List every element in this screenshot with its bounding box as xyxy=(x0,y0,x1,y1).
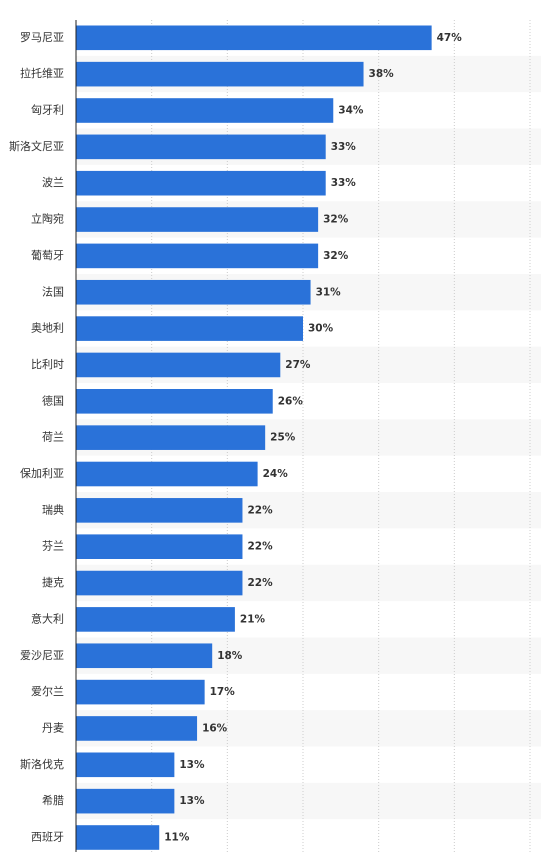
category-label: 德国 xyxy=(42,393,64,407)
data-label: 38% xyxy=(369,68,395,80)
category-label: 爱尔兰 xyxy=(31,685,64,698)
category-label: 法国 xyxy=(42,284,64,298)
data-label: 22% xyxy=(247,577,273,589)
bar xyxy=(76,643,213,669)
category-label: 葡萄牙 xyxy=(31,249,64,262)
data-label: 18% xyxy=(217,650,243,662)
data-label: 17% xyxy=(210,686,236,698)
category-label: 斯洛文尼亚 xyxy=(9,139,64,153)
bar xyxy=(76,679,205,705)
bar xyxy=(76,352,281,378)
bar xyxy=(76,25,432,51)
data-label: 27% xyxy=(285,359,311,371)
category-label: 丹麦 xyxy=(42,721,64,734)
bar xyxy=(76,316,303,341)
category-label: 罗马尼亚 xyxy=(20,31,64,44)
data-label: 33% xyxy=(331,177,357,189)
category-label: 捷克 xyxy=(42,575,64,589)
bar xyxy=(76,389,273,414)
category-label: 瑞典 xyxy=(42,502,64,516)
data-label: 11% xyxy=(164,832,190,844)
category-label: 西班牙 xyxy=(31,831,64,844)
bar xyxy=(76,716,198,741)
category-label: 芬兰 xyxy=(42,540,64,553)
bar xyxy=(76,134,326,160)
bar xyxy=(76,570,243,596)
category-label: 爱沙尼亚 xyxy=(20,649,64,662)
bar xyxy=(76,607,235,632)
bar xyxy=(76,279,311,305)
bar xyxy=(76,207,319,232)
category-label: 立陶宛 xyxy=(31,212,64,226)
data-label: 34% xyxy=(338,105,364,117)
data-label: 26% xyxy=(278,395,304,407)
bar xyxy=(76,425,266,450)
data-label: 31% xyxy=(316,286,342,298)
data-label: 13% xyxy=(179,795,205,807)
data-label: 30% xyxy=(308,323,334,335)
category-label: 波兰 xyxy=(42,176,64,189)
data-label: 24% xyxy=(263,468,289,480)
data-label: 47% xyxy=(437,32,463,44)
bar xyxy=(76,534,243,559)
bar xyxy=(76,788,175,814)
data-label: 25% xyxy=(270,432,296,444)
data-label: 16% xyxy=(202,722,228,734)
category-labels: 罗马尼亚拉托维亚匈牙利斯洛文尼亚波兰立陶宛葡萄牙法国奥地利比利时德国荷兰保加利亚… xyxy=(9,31,64,844)
bar xyxy=(76,170,326,196)
category-label: 意大利 xyxy=(31,611,64,625)
value-labels: 47% 38% 34% 33% 33% 32% 32% 31% 30% 27% 26% 25% 24% 2… xyxy=(164,32,462,844)
category-label: 拉托维亚 xyxy=(20,66,64,80)
bar xyxy=(76,243,319,269)
bars xyxy=(76,25,432,850)
data-label: 21% xyxy=(240,613,266,625)
bar xyxy=(76,461,258,487)
data-label: 13% xyxy=(179,759,205,771)
category-label: 匈牙利 xyxy=(31,103,64,117)
category-label: 比利时 xyxy=(31,358,64,371)
category-label: 希腊 xyxy=(42,793,64,807)
bar xyxy=(76,498,243,523)
category-label: 荷兰 xyxy=(42,431,64,444)
bar xyxy=(76,98,334,123)
bar xyxy=(76,752,175,778)
bar xyxy=(76,61,364,87)
data-label: 32% xyxy=(323,214,349,226)
category-label: 保加利亚 xyxy=(20,466,64,480)
data-label: 22% xyxy=(247,504,273,516)
data-label: 22% xyxy=(247,541,273,553)
data-label: 33% xyxy=(331,141,357,153)
data-label: 32% xyxy=(323,250,349,262)
category-label: 奥地利 xyxy=(31,321,64,335)
bar xyxy=(76,825,160,850)
category-label: 斯洛伐克 xyxy=(20,757,64,771)
